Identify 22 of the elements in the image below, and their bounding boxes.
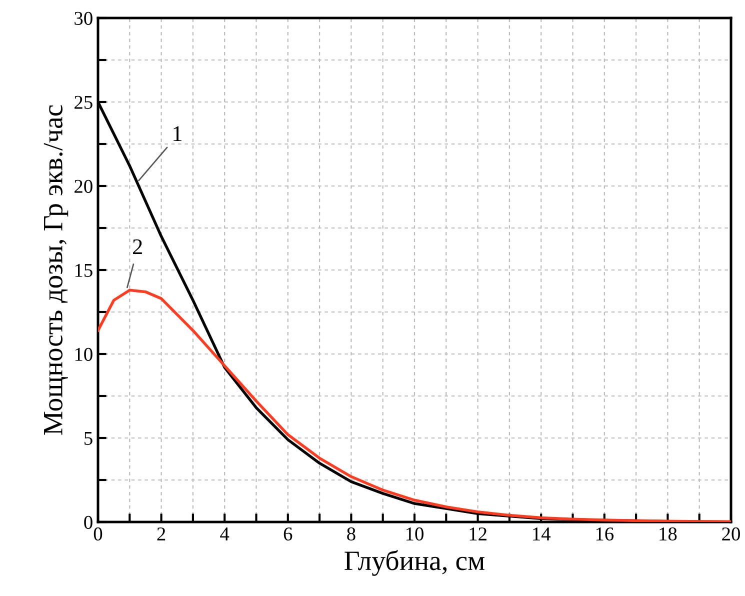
annotation: 2: [133, 239, 142, 254]
x-tick-label: 20: [722, 527, 740, 541]
x-tick-label: 8: [347, 527, 356, 541]
y-tick-label: 5: [84, 432, 92, 445]
x-tick-label: 18: [660, 527, 677, 541]
y-tick-label: 15: [75, 264, 92, 277]
x-tick-label: 6: [284, 527, 292, 541]
x-tick-label: 2: [157, 527, 166, 540]
y-tick-label: 30: [74, 12, 92, 25]
x-tick-label: 10: [406, 527, 424, 541]
y-tick-label: 20: [74, 180, 92, 193]
annotation: 1: [174, 126, 182, 141]
x-tick-label: 12: [470, 527, 486, 540]
y-axis-title: Мощность дозы, Гр экв./час: [44, 105, 68, 435]
y-tick-label: 25: [74, 96, 92, 109]
x-tick-label: 14: [533, 528, 551, 540]
y-tick-label: 0: [84, 516, 92, 529]
y-tick-label: 10: [75, 348, 92, 361]
x-axis-title: Глубина, см: [344, 550, 485, 576]
x-tick-label: 16: [596, 527, 614, 541]
x-tick-label: 4: [220, 528, 230, 540]
x-tick-label: 0: [94, 527, 102, 541]
